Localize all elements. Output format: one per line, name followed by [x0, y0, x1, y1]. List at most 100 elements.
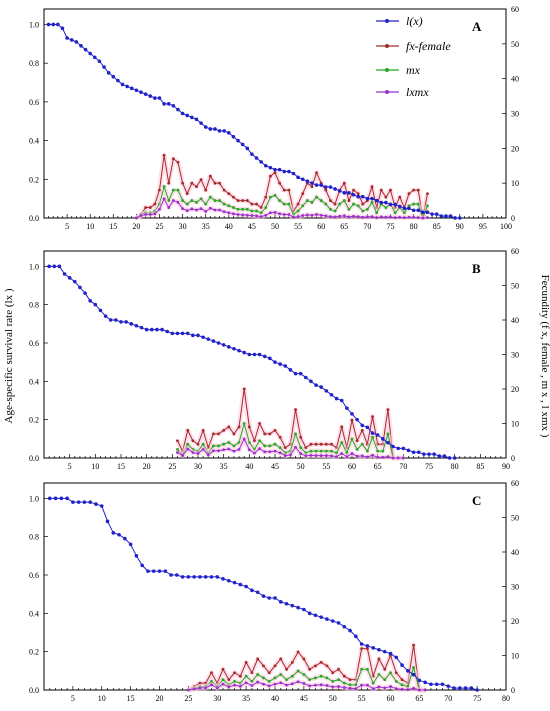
data-point-fx-female	[208, 174, 212, 178]
data-point-l-x-	[116, 78, 120, 83]
data-point-fx-female	[331, 671, 335, 675]
data-point-fx-female	[201, 429, 205, 432]
data-point-lxmx	[283, 454, 287, 457]
data-point-l-x-	[309, 379, 313, 384]
data-point-fx-female	[218, 181, 221, 185]
series-mx	[134, 184, 430, 221]
data-point-mx	[337, 678, 340, 682]
legend-marker-lx	[385, 19, 389, 23]
data-point-lxmx	[421, 216, 425, 220]
data-point-lxmx	[299, 452, 303, 455]
data-point-l-x-	[416, 208, 421, 213]
data-point-l-x-	[365, 425, 370, 430]
data-point-lxmx	[153, 212, 157, 216]
data-point-l-x-	[185, 113, 190, 118]
data-point-l-x-	[123, 536, 127, 541]
data-point-mx	[371, 435, 374, 439]
data-point-l-x-	[283, 364, 288, 368]
y-right-tick-label: 30	[511, 583, 519, 592]
data-point-lxmx	[302, 682, 306, 685]
data-point-lxmx	[304, 454, 308, 458]
data-point-l-x-	[227, 578, 231, 583]
y-left-tick-label: 0.8	[29, 533, 39, 542]
panel-label: B	[472, 261, 481, 276]
data-point-lxmx	[342, 214, 346, 218]
data-point-fx-female	[314, 664, 317, 668]
data-point-mx	[319, 199, 323, 202]
data-point-fx-female	[360, 647, 364, 650]
data-point-mx	[333, 209, 337, 213]
data-point-l-x-	[134, 88, 139, 93]
data-point-l-x-	[333, 187, 337, 191]
data-point-mx	[381, 449, 385, 453]
data-point-fx-female	[238, 674, 242, 678]
data-point-l-x-	[222, 129, 226, 133]
data-point-l-x-	[425, 210, 430, 214]
data-point-fx-female	[383, 667, 387, 671]
data-point-fx-female	[256, 657, 260, 661]
data-point-mx	[377, 673, 381, 676]
data-point-l-x-	[396, 446, 401, 451]
data-point-lxmx	[371, 453, 374, 457]
x-tick-label: 90	[456, 222, 464, 231]
data-point-lxmx	[195, 208, 198, 212]
data-point-fx-female	[148, 206, 152, 209]
data-point-l-x-	[324, 185, 328, 189]
data-point-fx-female	[302, 657, 306, 661]
data-point-l-x-	[423, 680, 427, 685]
data-point-lxmx	[253, 451, 256, 455]
data-point-l-x-	[88, 51, 92, 56]
data-point-l-x-	[83, 291, 87, 295]
data-point-fx-female	[268, 174, 272, 178]
plot-frame	[43, 482, 507, 691]
data-point-l-x-	[268, 165, 273, 170]
data-point-lxmx	[384, 215, 388, 219]
data-point-l-x-	[170, 331, 175, 336]
data-point-fx-female	[250, 202, 254, 206]
series-line-fx-female	[188, 644, 426, 691]
data-point-lxmx	[222, 448, 226, 452]
x-tick-label: 75	[425, 462, 433, 471]
data-point-l-x-	[386, 440, 390, 445]
y-left-tick-label: 0.2	[29, 175, 39, 184]
data-point-fx-female	[355, 439, 359, 443]
x-tick-label: 35	[242, 694, 250, 703]
x-tick-label: 45	[300, 694, 308, 703]
data-point-lxmx	[329, 215, 332, 219]
data-point-lxmx	[282, 213, 286, 216]
y-left-tick-label: 0.0	[29, 214, 39, 223]
data-point-lxmx	[338, 214, 342, 218]
data-point-lxmx	[345, 455, 349, 459]
x-tick-label: 50	[297, 462, 305, 471]
data-point-lxmx	[389, 685, 392, 688]
data-point-mx	[301, 204, 305, 208]
data-point-mx	[273, 442, 277, 446]
data-point-mx	[402, 211, 406, 215]
data-point-fx-female	[273, 429, 277, 432]
data-point-l-x-	[447, 456, 452, 460]
data-point-mx	[330, 449, 333, 453]
data-point-mx	[181, 199, 185, 202]
y-left-tick-label: 0.0	[29, 454, 39, 463]
data-point-fx-female	[237, 425, 241, 429]
legend-item-mx: mx	[376, 63, 421, 77]
data-point-mx	[296, 209, 300, 213]
chart-panels: 5 10 15 20 25 30 35 40 45 50 55 60 65 70 75 80 85 90 95 100…	[29, 5, 519, 703]
data-point-l-x-	[293, 371, 298, 376]
data-point-lxmx	[237, 447, 241, 451]
data-point-l-x-	[155, 327, 159, 332]
data-point-l-x-	[417, 678, 422, 683]
x-tick-label: 35	[202, 222, 210, 231]
data-point-lxmx	[171, 199, 175, 202]
data-point-l-x-	[288, 368, 293, 372]
data-point-lxmx	[386, 455, 390, 459]
y-right-tick-label: 30	[511, 351, 519, 360]
data-point-l-x-	[194, 117, 199, 122]
data-point-lxmx	[139, 214, 143, 217]
data-point-l-x-	[313, 613, 318, 618]
x-tick-label: 20	[132, 222, 140, 231]
data-point-fx-female	[263, 432, 267, 436]
data-point-l-x-	[328, 185, 333, 189]
x-tick-label: 25	[184, 694, 192, 703]
data-point-mx	[250, 209, 254, 213]
